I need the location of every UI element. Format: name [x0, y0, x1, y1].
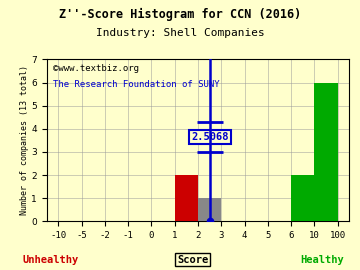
Bar — [175, 175, 198, 221]
Text: Unhealthy: Unhealthy — [22, 255, 78, 265]
Bar — [291, 175, 314, 221]
Text: Industry: Shell Companies: Industry: Shell Companies — [96, 28, 264, 38]
Text: Z''-Score Histogram for CCN (2016): Z''-Score Histogram for CCN (2016) — [59, 8, 301, 21]
Bar — [198, 198, 221, 221]
Text: Healthy: Healthy — [300, 255, 344, 265]
Text: Score: Score — [177, 255, 208, 265]
Text: The Research Foundation of SUNY: The Research Foundation of SUNY — [53, 80, 220, 89]
Bar — [314, 83, 338, 221]
Text: 2.5068: 2.5068 — [191, 132, 229, 142]
Text: ©www.textbiz.org: ©www.textbiz.org — [53, 64, 139, 73]
Y-axis label: Number of companies (13 total): Number of companies (13 total) — [19, 65, 28, 215]
